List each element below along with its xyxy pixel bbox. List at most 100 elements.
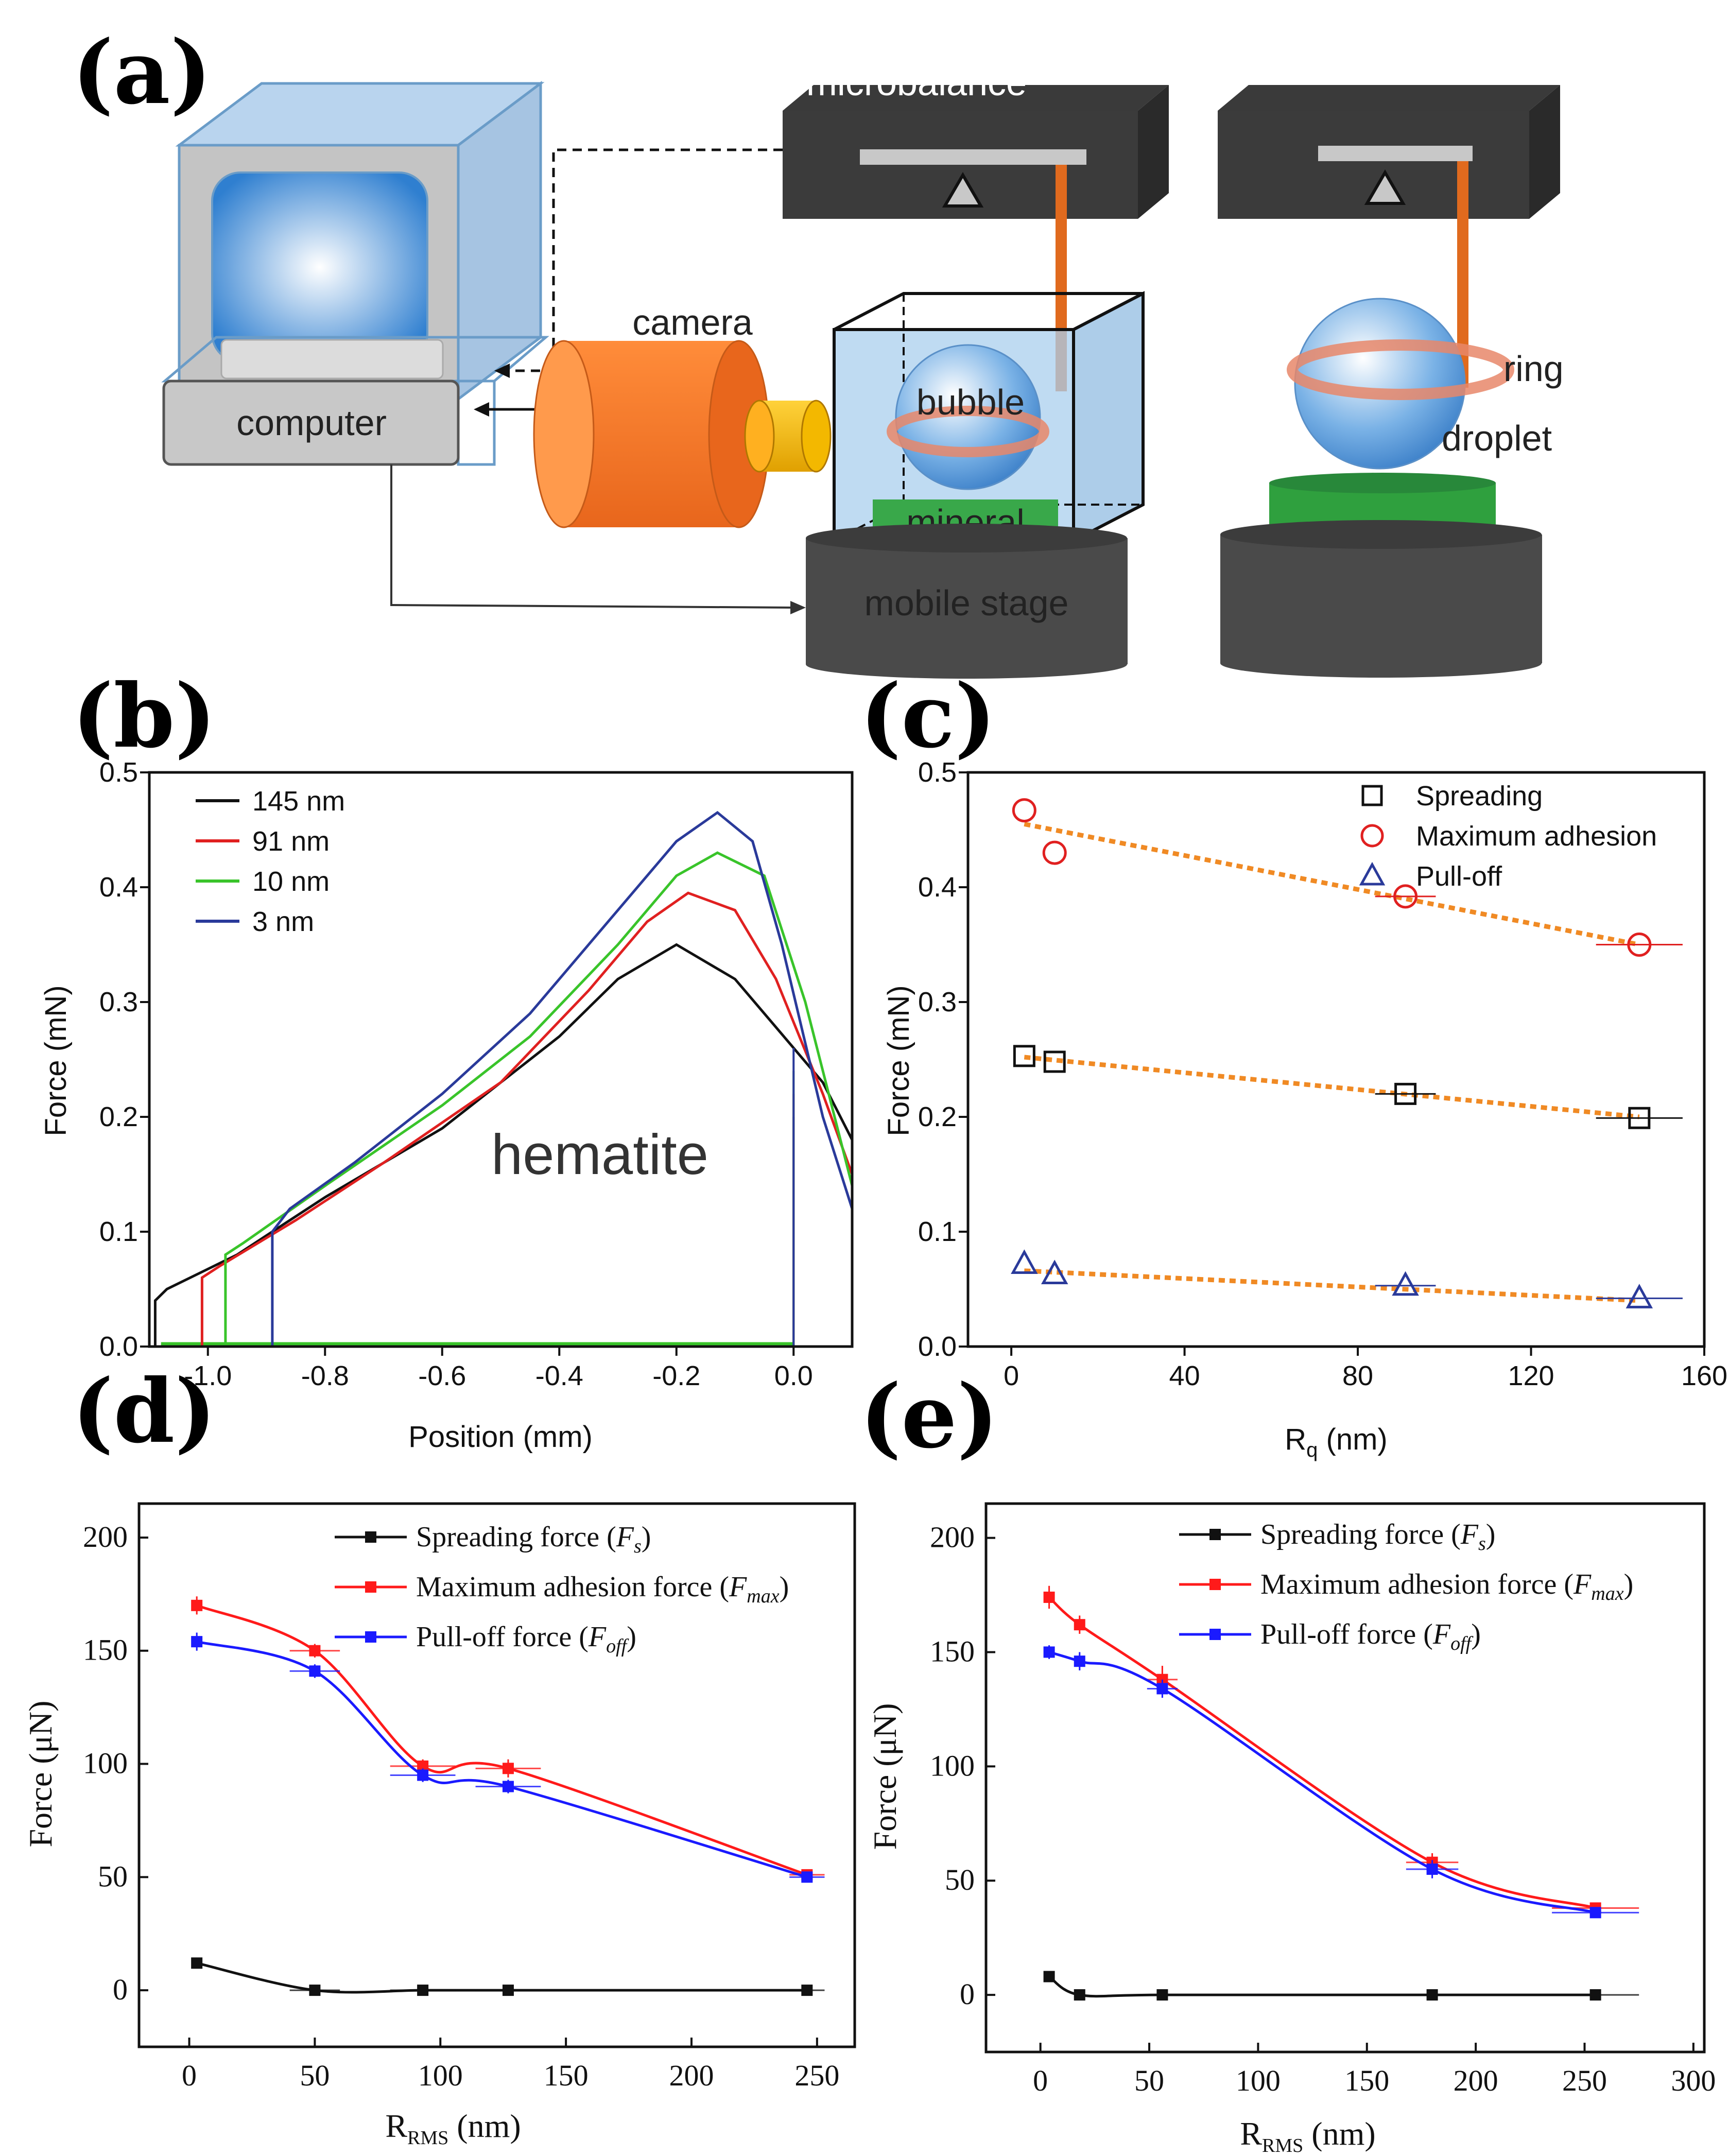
chart-e-xlabel-sub: RMS — [1262, 2135, 1303, 2156]
chart-b-frame — [148, 771, 854, 1348]
chart-d-marker — [191, 1599, 203, 1611]
chart-e-legend-sym: F — [1460, 1519, 1479, 1550]
chart-e-xlabel-r: R — [1240, 2115, 1262, 2152]
chart-e-marker — [1156, 1683, 1168, 1695]
chart-e-xlabel: RRMS (nm) — [1240, 2115, 1375, 2156]
chart-c-xtick-label: 160 — [1681, 1360, 1727, 1391]
chart-b-xtick-label: -0.2 — [652, 1360, 700, 1391]
chart-e-legend-close: ) — [1471, 1618, 1481, 1650]
chart-b-ytick-label: 0.5 — [99, 757, 138, 788]
chart-e-legend-label: Spreading force (Fs) — [1260, 1519, 1495, 1555]
chart-c-marker-triangle — [1359, 861, 1386, 886]
chart-b-xtick-label: -0.6 — [418, 1360, 466, 1391]
chart-e-xlabel-unit: (nm) — [1303, 2115, 1375, 2152]
chart-b-ytick-label: 0.4 — [99, 872, 138, 903]
chart-d-xlabel: RRMS (nm) — [385, 2108, 521, 2149]
wire-2 — [1457, 161, 1468, 388]
chart-d-marker — [502, 1985, 514, 1996]
chart-e-legend-sym: F — [1573, 1568, 1592, 1600]
chart-e-series-line — [1048, 1651, 1596, 1914]
chart-c-marker-circle — [1012, 798, 1036, 823]
chart-c-ytick-label: 0.5 — [918, 757, 957, 788]
chart-b-ytick-label: 0.2 — [99, 1101, 138, 1132]
chart-c-marker-square — [1013, 1045, 1035, 1067]
panel-label-d: (d) — [72, 1360, 216, 1463]
chart-b-legend-label: 10 nm — [252, 866, 330, 897]
chart-c-xlabel-r: R — [1285, 1423, 1306, 1456]
chart-c-marker-circle — [1393, 884, 1418, 909]
chart-e-xtick-label: 50 — [1134, 2064, 1164, 2097]
chart-e-ytick-label: 50 — [945, 1863, 975, 1896]
chart-b-xlabel: Position (mm) — [408, 1420, 593, 1454]
chart-d-legend-sym: F — [616, 1521, 634, 1553]
chart-d-marker — [801, 1871, 813, 1883]
mobile-stage-label: mobile stage — [864, 583, 1069, 623]
microbalance-label: microbalance — [806, 62, 1027, 104]
panel-label-e: (e) — [860, 1365, 998, 1468]
chart-d-series-line — [196, 1961, 807, 1994]
chart-c-xlabel-unit: (nm) — [1318, 1423, 1387, 1456]
chart-e-marker — [1589, 1989, 1601, 2001]
liquid-tank: bubble mineral — [833, 291, 1145, 543]
chart-e-legend-label: Maximum adhesion force (Fmax) — [1260, 1568, 1633, 1605]
chart-e-xtick-label: 0 — [1033, 2064, 1048, 2097]
chart-b-series-line — [271, 810, 854, 1347]
chart-e: 0 50 100 150 200 250 300 0 50 100 150 200 RRMS (nm)… — [867, 1502, 1716, 2156]
chart-e-ylabel: Force (μN) — [867, 1703, 903, 1850]
chart-b-legend-label: 91 nm — [252, 826, 330, 857]
ring-label: ring — [1503, 349, 1564, 389]
chart-c-xtick-label: 40 — [1169, 1360, 1200, 1391]
chart-d-legend-label: Spreading force (Fs) — [416, 1521, 651, 1557]
chart-e-ytick-label: 100 — [930, 1749, 975, 1782]
chart-b-ylabel: Force (mN) — [39, 985, 73, 1136]
chart-d-xtick-label: 50 — [300, 2059, 330, 2092]
chart-c-legend: Spreading Maximum adhesion Pull-off — [1359, 781, 1657, 892]
chart-e-xtick-label: 300 — [1671, 2064, 1716, 2097]
panel-label-b: (b) — [72, 665, 216, 768]
chart-d-legend-close: ) — [627, 1621, 636, 1653]
chart-e-xtick-label: 100 — [1236, 2064, 1281, 2097]
chart-d-ytick-label: 200 — [83, 1520, 128, 1554]
chart-e-legend-marker — [1209, 1579, 1221, 1590]
chart-c-ytick-label: 0.0 — [918, 1331, 957, 1362]
chart-e-legend-sub: off — [1450, 1633, 1474, 1654]
chart-d-legend-name: Maximum adhesion force ( — [416, 1571, 729, 1603]
chart-d-series-line — [196, 1604, 808, 1876]
chart-c-legend-label: Spreading — [1416, 781, 1543, 812]
chart-c-marker-circle — [1360, 824, 1384, 848]
chart-e-marker — [1426, 1989, 1438, 2001]
chart-d-legend-label: Maximum adhesion force (Fmax) — [416, 1571, 789, 1607]
chart-e-legend-sub: max — [1591, 1583, 1623, 1605]
mobile-stage-2 — [1220, 520, 1542, 678]
chart-e-legend-close: ) — [1486, 1519, 1496, 1550]
chart-d-marker — [417, 1769, 429, 1781]
chart-e-marker — [1043, 1591, 1055, 1603]
computer-label: computer — [236, 403, 387, 443]
chart-c-marker-square — [1394, 1082, 1417, 1105]
chart-e-legend-marker — [1209, 1629, 1221, 1640]
droplet-icon: ring droplet — [1287, 298, 1564, 470]
chart-c: 0 40 80 120 160 0.0 0.1 0.2 0.3 0.4 0.5 Rq (nm) Fo… — [882, 757, 1727, 1461]
chart-d-legend-sym: F — [588, 1621, 607, 1653]
chart-d-marker — [191, 1957, 203, 1969]
chart-d-marker — [502, 1763, 514, 1774]
chart-b-legend-label: 3 nm — [252, 906, 314, 937]
chart-d-series-line — [196, 1640, 808, 1878]
chart-d-xtick-label: 100 — [418, 2059, 463, 2092]
chart-e-legend-close: ) — [1624, 1568, 1634, 1600]
chart-d-ylabel: Force (μN) — [22, 1701, 59, 1848]
chart-b-ytick-label: 0.0 — [99, 1331, 138, 1362]
chart-c-ytick-label: 0.4 — [918, 872, 957, 903]
chart-d-marker — [801, 1985, 813, 1996]
chart-e-ytick-label: 200 — [930, 1521, 975, 1554]
chart-d-xlabel-sub: RMS — [407, 2127, 448, 2149]
chart-c-xtick-label: 80 — [1342, 1360, 1373, 1391]
chart-d-legend-marker — [365, 1581, 376, 1593]
chart-d: 0 50 100 150 200 250 0 50 100 150 200 RRMS (nm) Fo… — [22, 1502, 856, 2149]
panel-label-c: (c) — [860, 665, 996, 768]
chart-d-marker — [417, 1760, 429, 1772]
chart-d-marker — [309, 1985, 321, 1996]
microbalance-icon: microbalance — [783, 62, 1169, 219]
chart-d-legend-sub: s — [634, 1536, 642, 1557]
